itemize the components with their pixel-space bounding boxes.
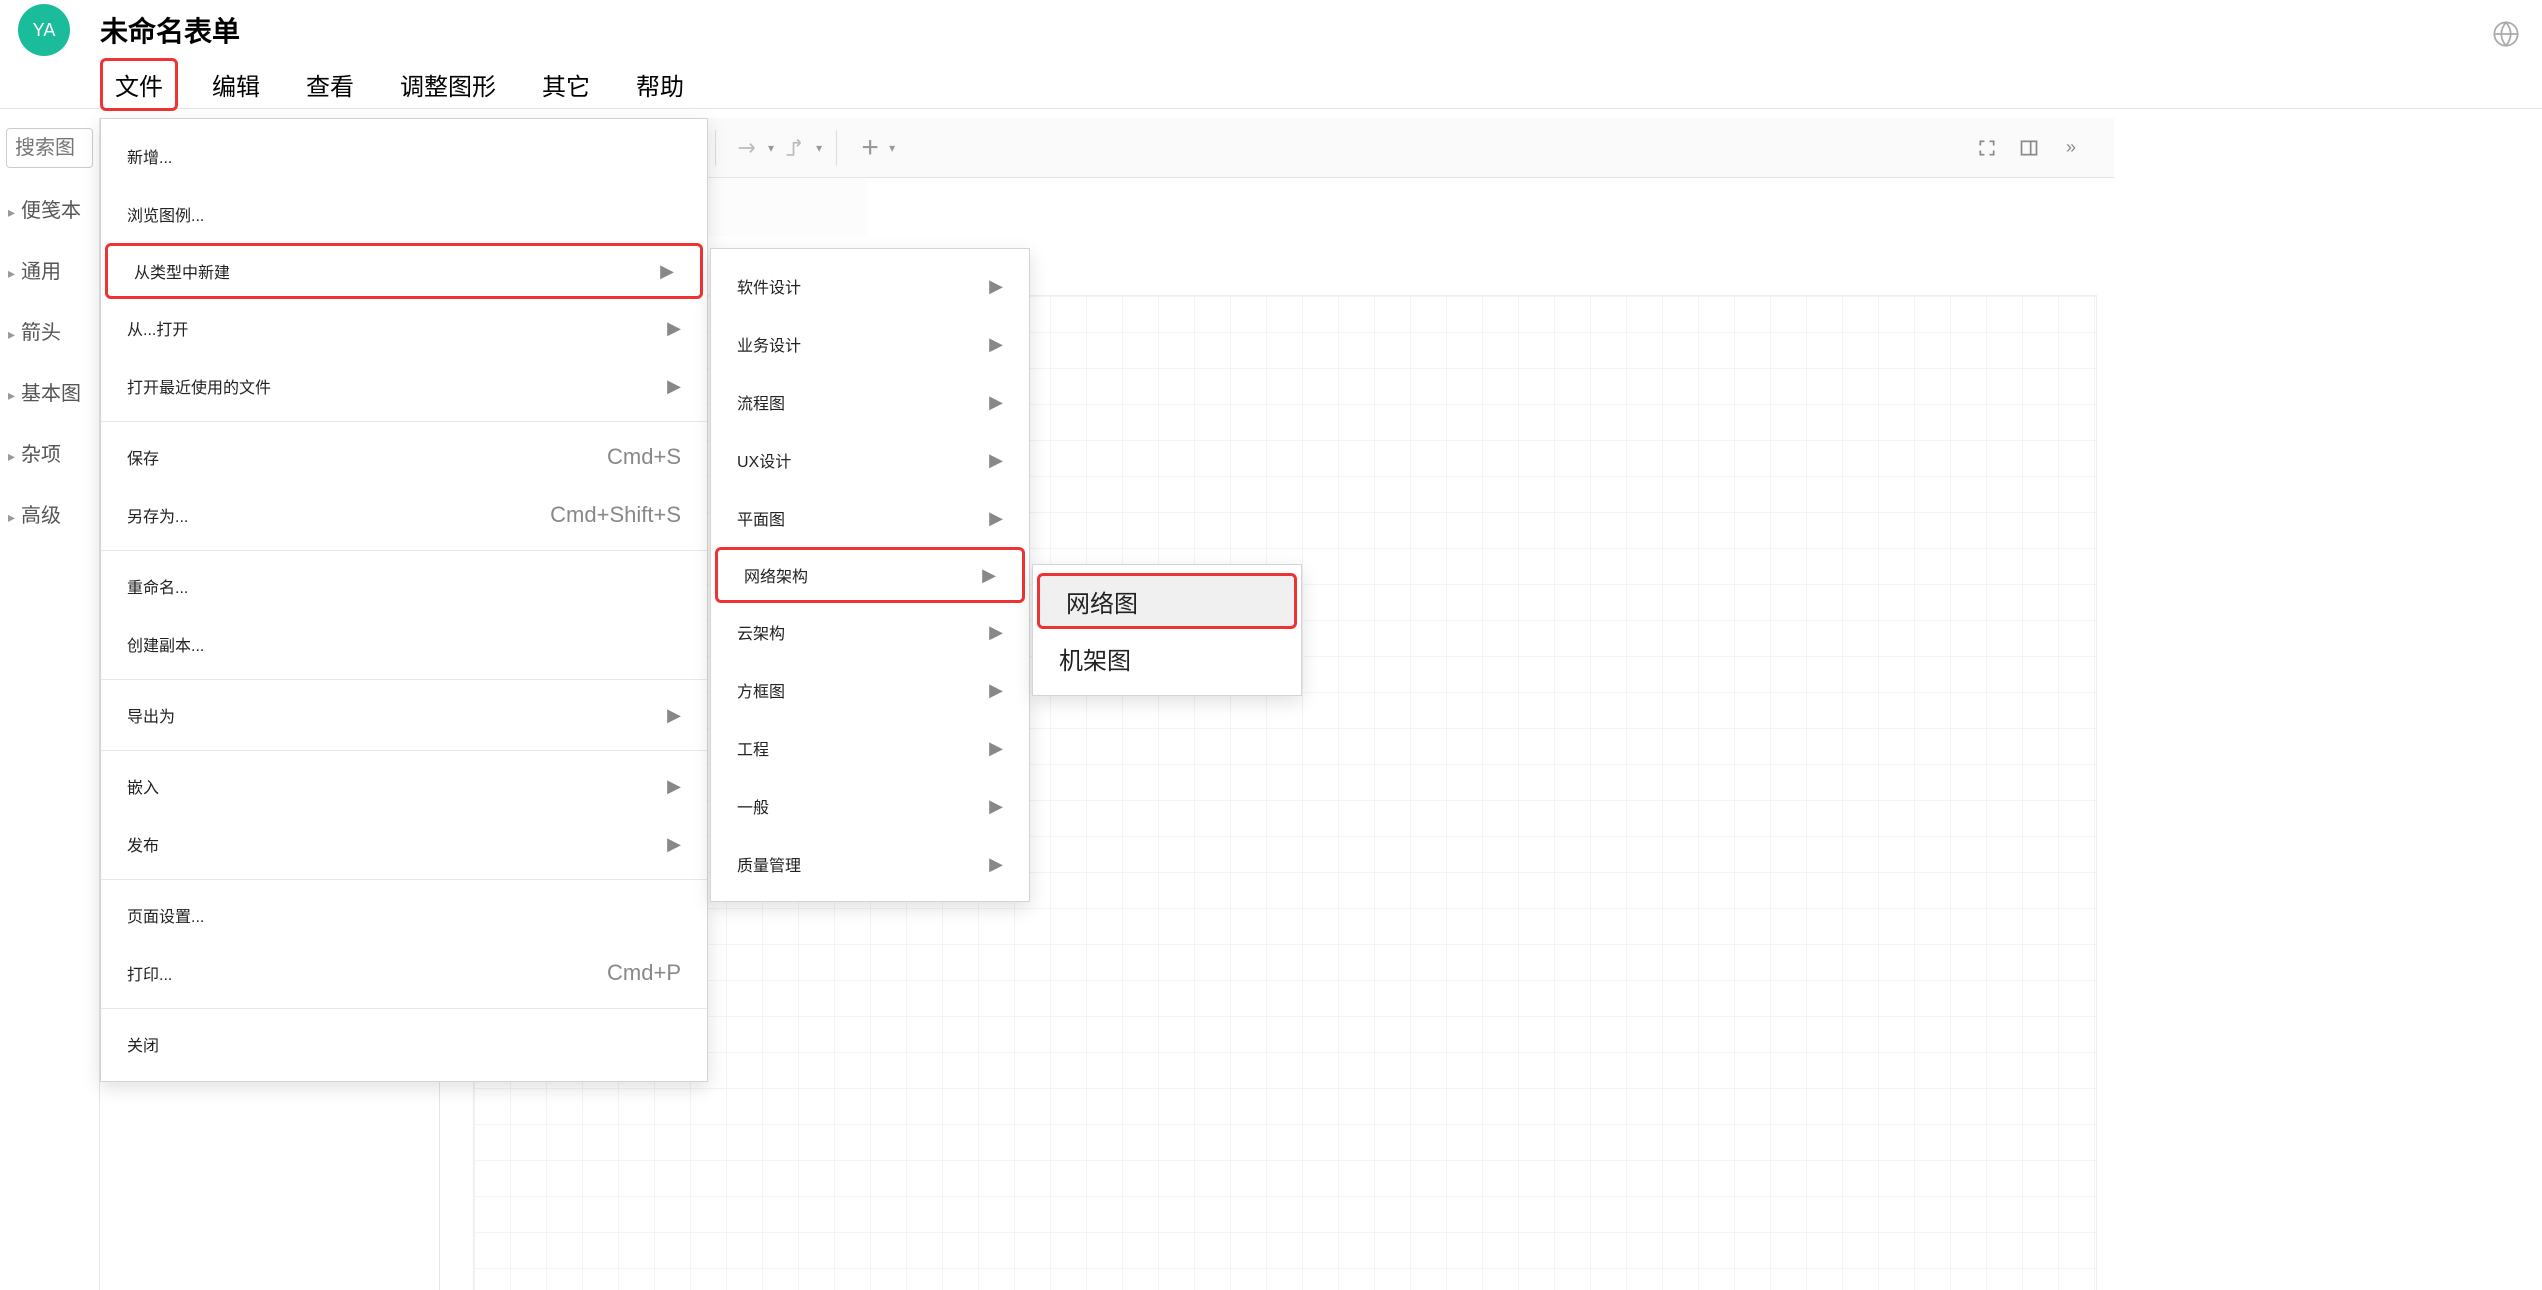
file-menu-从类型中新建[interactable]: 从类型中新建▶ [105,243,703,299]
menu-帮助[interactable]: 帮助 [624,61,696,108]
chevron-right-icon: ▶ [667,776,681,797]
network-submenu: 网络图机架图 [1032,564,1302,696]
add-icon[interactable]: + [851,129,889,167]
search-input[interactable] [6,128,93,168]
new-from-template-submenu: 软件设计▶业务设计▶流程图▶UX设计▶平面图▶网络架构▶云架构▶方框图▶工程▶一… [710,248,1030,902]
category-通用[interactable]: 通用 [0,239,99,300]
globe-icon[interactable] [2492,20,2520,55]
menu-查看[interactable]: 查看 [294,61,366,108]
dropdown-caret-icon[interactable]: ▾ [816,141,822,155]
template-category-质量管理[interactable]: 质量管理▶ [711,835,1029,893]
category-杂项[interactable]: 杂项 [0,422,99,483]
category-基本图[interactable]: 基本图 [0,361,99,422]
template-category-一般[interactable]: 一般▶ [711,777,1029,835]
chevron-right-icon: ▶ [989,450,1003,471]
template-category-云架构[interactable]: 云架构▶ [711,603,1029,661]
chevron-right-icon: ▶ [667,318,681,339]
fullscreen-icon[interactable] [1968,129,2006,167]
file-menu-浏览图例...[interactable]: 浏览图例... [101,185,707,243]
avatar[interactable]: YA [18,4,70,56]
menu-文件[interactable]: 文件 [100,58,178,111]
dropdown-caret-icon[interactable]: ▾ [889,141,895,155]
file-menu-嵌入[interactable]: 嵌入▶ [101,757,707,815]
file-menu-打开最近使用的文件[interactable]: 打开最近使用的文件▶ [101,357,707,415]
chevron-right-icon: ▶ [667,376,681,397]
category-高级[interactable]: 高级 [0,483,99,544]
template-category-网络架构[interactable]: 网络架构▶ [715,547,1025,603]
template-category-平面图[interactable]: 平面图▶ [711,489,1029,547]
chevron-right-icon: ▶ [989,854,1003,875]
document-title[interactable]: 未命名表单 [100,10,240,50]
file-menu-发布[interactable]: 发布▶ [101,815,707,873]
chevron-right-icon: ▶ [989,622,1003,643]
file-menu-创建副本...[interactable]: 创建副本... [101,615,707,673]
menu-调整图形[interactable]: 调整图形 [388,61,508,108]
chevron-right-icon: ▶ [989,392,1003,413]
file-menu-dropdown: 新增...浏览图例...从类型中新建▶从...打开▶打开最近使用的文件▶ 保存Cm… [100,118,708,1082]
chevron-right-icon: ▶ [667,705,681,726]
format-panel-toggle-icon[interactable] [2010,129,2048,167]
collapse-icon[interactable]: » [2052,129,2090,167]
chevron-right-icon: ▶ [667,834,681,855]
file-menu-导出为[interactable]: 导出为▶ [101,686,707,744]
category-箭头[interactable]: 箭头 [0,300,99,361]
menu-其它[interactable]: 其它 [530,61,602,108]
file-menu-打印...[interactable]: 打印...Cmd+P [101,944,707,1002]
chevron-right-icon: ▶ [660,261,674,282]
template-网络图[interactable]: 网络图 [1037,573,1297,629]
menu-编辑[interactable]: 编辑 [200,61,272,108]
template-category-流程图[interactable]: 流程图▶ [711,373,1029,431]
chevron-right-icon: ▶ [989,334,1003,355]
chevron-right-icon: ▶ [989,796,1003,817]
chevron-right-icon: ▶ [982,565,996,586]
template-category-软件设计[interactable]: 软件设计▶ [711,257,1029,315]
file-menu-重命名...[interactable]: 重命名... [101,557,707,615]
file-menu-新增...[interactable]: 新增... [101,127,707,185]
file-menu-另存为...[interactable]: 另存为...Cmd+Shift+S [101,486,707,544]
template-category-业务设计[interactable]: 业务设计▶ [711,315,1029,373]
template-机架图[interactable]: 机架图 [1033,629,1301,687]
connection-icon[interactable] [730,129,768,167]
waypoint-icon[interactable] [778,129,816,167]
dropdown-caret-icon[interactable]: ▾ [768,141,774,155]
menubar: 文件编辑查看调整图形其它帮助 [0,60,2542,108]
chevron-right-icon: ▶ [989,680,1003,701]
chevron-right-icon: ▶ [989,276,1003,297]
template-category-方框图[interactable]: 方框图▶ [711,661,1029,719]
chevron-right-icon: ▶ [989,738,1003,759]
left-sidebar: 便笺本通用箭头基本图杂项高级 [0,118,100,1290]
file-menu-页面设置...[interactable]: 页面设置... [101,886,707,944]
template-category-UX设计[interactable]: UX设计▶ [711,431,1029,489]
file-menu-关闭[interactable]: 关闭 [101,1015,707,1073]
file-menu-从...打开[interactable]: 从...打开▶ [101,299,707,357]
category-便笺本[interactable]: 便笺本 [0,178,99,239]
template-category-工程[interactable]: 工程▶ [711,719,1029,777]
chevron-right-icon: ▶ [989,508,1003,529]
file-menu-保存[interactable]: 保存Cmd+S [101,428,707,486]
